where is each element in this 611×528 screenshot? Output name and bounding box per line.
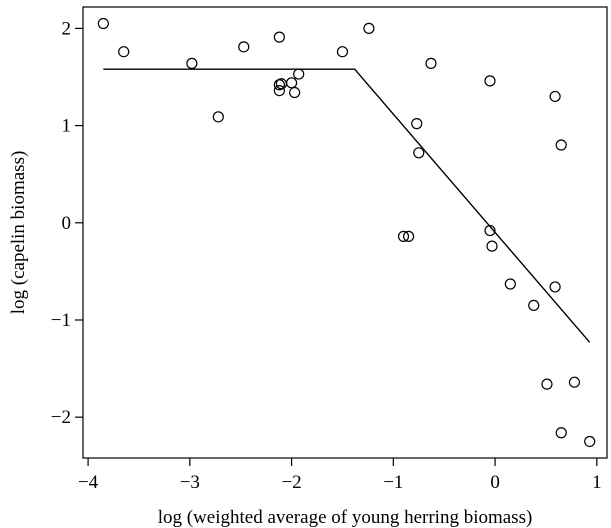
- data-point: [363, 22, 375, 34]
- x-tick-label: 1: [592, 472, 602, 493]
- data-points: [97, 17, 596, 448]
- data-point: [212, 111, 224, 123]
- data-point: [97, 17, 109, 30]
- x-tick-label: −4: [78, 472, 99, 493]
- data-point: [293, 68, 305, 80]
- data-point: [555, 139, 567, 151]
- data-point: [411, 118, 423, 130]
- data-point: [504, 278, 516, 290]
- data-point: [118, 46, 130, 58]
- data-point: [402, 230, 415, 242]
- data-point: [413, 147, 425, 159]
- data-point: [238, 41, 250, 53]
- data-point: [584, 435, 596, 448]
- data-point: [484, 75, 496, 87]
- x-tick-label: 0: [490, 472, 500, 493]
- data-point: [484, 224, 496, 237]
- data-point: [273, 84, 285, 97]
- data-point: [336, 46, 349, 58]
- data-point: [397, 230, 410, 242]
- data-point: [273, 31, 285, 43]
- data-point: [568, 376, 581, 388]
- x-tick-label: −3: [180, 472, 200, 493]
- y-tick-label: 2: [62, 18, 72, 39]
- data-point: [425, 57, 437, 69]
- data-point: [186, 57, 198, 69]
- data-point: [486, 240, 498, 252]
- data-point: [541, 378, 553, 390]
- x-tick-label: −2: [281, 472, 301, 493]
- data-point: [549, 281, 561, 293]
- x-axis-label: log (weighted average of young herring b…: [158, 507, 533, 528]
- x-tick-label: −1: [383, 472, 403, 493]
- data-point: [528, 299, 540, 311]
- x-axis: −4 −3 −2 −1 0 1: [78, 458, 602, 493]
- y-tick-label: 0: [62, 213, 72, 234]
- data-point: [549, 90, 561, 103]
- data-point: [285, 77, 298, 89]
- data-point: [555, 427, 567, 439]
- y-tick-label: 1: [62, 116, 72, 137]
- plot-frame: [82, 6, 608, 459]
- y-axis: −2 −1 0 1 2: [51, 18, 83, 428]
- y-tick-label: −1: [51, 310, 71, 331]
- data-point: [289, 86, 301, 99]
- fitted-line: [103, 68, 591, 343]
- y-tick-label: −2: [51, 407, 71, 428]
- y-axis-label: log (capelin biomass): [8, 151, 29, 315]
